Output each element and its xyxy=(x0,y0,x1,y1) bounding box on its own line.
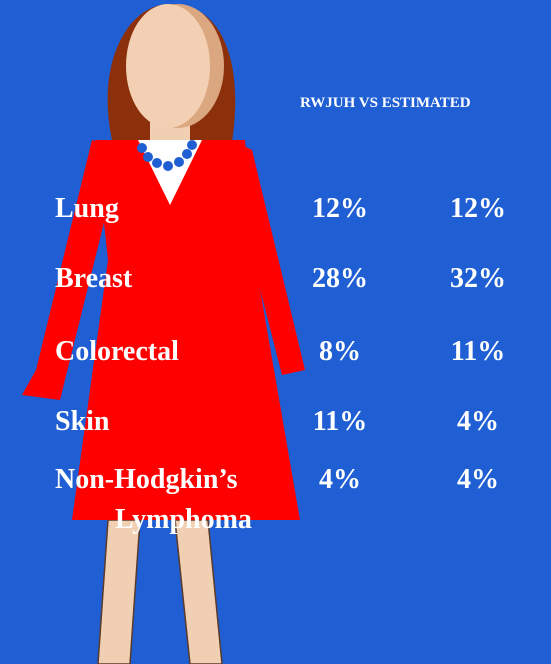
row-label: Colorectal xyxy=(55,336,179,367)
row-label: Lymphoma xyxy=(115,504,252,535)
column-header: RWJUH VS ESTIMATED xyxy=(300,95,471,111)
row-label: Lung xyxy=(55,193,119,224)
rwjuh-value: 11% xyxy=(313,406,367,437)
row-label: Non-Hodgkin’s xyxy=(55,464,238,495)
row-label: Skin xyxy=(55,406,110,437)
estimated-value: 12% xyxy=(450,193,506,224)
rwjuh-value: 8% xyxy=(319,336,361,367)
rwjuh-value: 4% xyxy=(319,464,361,495)
row-label: Breast xyxy=(55,263,133,294)
estimated-value: 11% xyxy=(451,336,505,367)
rwjuh-value: 12% xyxy=(312,193,368,224)
slide: RWJUH VS ESTIMATED Lung 12% 12% Breast 28% 32… xyxy=(0,0,551,664)
estimated-value: 32% xyxy=(450,263,506,294)
estimated-value: 4% xyxy=(457,406,499,437)
estimated-value: 4% xyxy=(457,464,499,495)
rwjuh-value: 28% xyxy=(312,263,368,294)
